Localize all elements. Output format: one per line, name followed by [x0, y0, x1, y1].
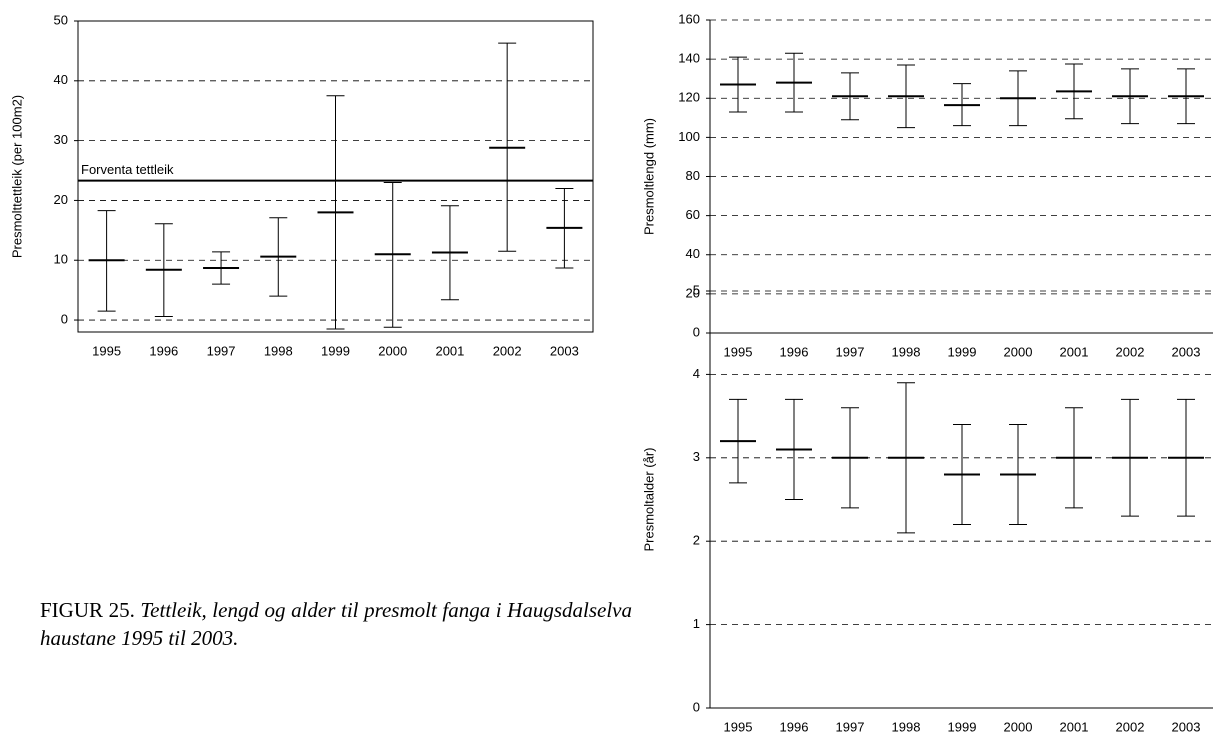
- y-axis-title: Presmoltalder (år): [641, 447, 656, 551]
- x-tick-label: 2003: [1172, 719, 1201, 733]
- y-axis-title: Presmolttettleik (per 100m2): [9, 95, 24, 258]
- x-tick-label: 2002: [1116, 719, 1145, 733]
- y-tick-label: 4: [693, 366, 700, 381]
- x-tick-label: 1997: [207, 343, 236, 358]
- y-tick-label: 20: [686, 285, 700, 300]
- x-tick-label: 1998: [892, 719, 921, 733]
- caption: FIGUR 25. Tettleik, lengd og alder til p…: [40, 596, 632, 652]
- y-tick-label: 0: [61, 311, 68, 326]
- x-tick-label: 1997: [836, 344, 865, 359]
- x-tick-label: 1999: [948, 719, 977, 733]
- x-tick-label: 2000: [1004, 719, 1033, 733]
- y-tick-label: 40: [54, 72, 68, 87]
- y-axis-title: Presmoltlengd (mm): [641, 118, 656, 235]
- y-tick-label: 160: [678, 11, 700, 26]
- caption-label: FIGUR 25.: [40, 598, 135, 622]
- y-tick-label: 0: [693, 324, 700, 339]
- y-tick-label: 40: [686, 246, 700, 261]
- y-tick-label: 1: [693, 616, 700, 631]
- plot-border: [77, 20, 594, 333]
- x-tick-label: 1997: [836, 719, 865, 733]
- x-tick-label: 1999: [948, 344, 977, 359]
- y-tick-label: 50: [54, 12, 68, 27]
- x-tick-label: 2002: [493, 343, 522, 358]
- reference-label: Forventa tettleik: [81, 162, 174, 177]
- y-tick-label: 3: [693, 449, 700, 464]
- y-tick-label: 30: [54, 132, 68, 147]
- x-tick-label: 1998: [264, 343, 293, 358]
- x-tick-label: 1995: [724, 344, 753, 359]
- y-tick-label: 140: [678, 51, 700, 66]
- y-tick-label: 60: [686, 207, 700, 222]
- x-tick-label: 2001: [1060, 719, 1089, 733]
- y-tick-label: 5: [693, 282, 700, 297]
- y-tick-label: 100: [678, 129, 700, 144]
- x-tick-label: 1996: [149, 343, 178, 358]
- caption-text: Tettleik, lengd og alder til presmolt fa…: [40, 598, 633, 650]
- y-tick-label: 2: [693, 533, 700, 548]
- x-tick-label: 1995: [92, 343, 121, 358]
- x-tick-label: 2003: [1172, 344, 1201, 359]
- y-tick-label: 80: [686, 168, 700, 183]
- x-tick-label: 2002: [1116, 344, 1145, 359]
- y-tick-label: 10: [54, 252, 68, 267]
- x-tick-label: 1999: [321, 343, 350, 358]
- y-tick-label: 0: [693, 699, 700, 714]
- y-tick-label: 20: [54, 192, 68, 207]
- x-tick-label: 2001: [1060, 344, 1089, 359]
- x-tick-label: 2000: [378, 343, 407, 358]
- x-tick-label: 1996: [780, 719, 809, 733]
- x-tick-label: 1998: [892, 344, 921, 359]
- x-tick-label: 2000: [1004, 344, 1033, 359]
- x-tick-label: 2001: [435, 343, 464, 358]
- x-tick-label: 2003: [550, 343, 579, 358]
- x-tick-label: 1995: [724, 719, 753, 733]
- y-tick-label: 120: [678, 90, 700, 105]
- x-tick-label: 1996: [780, 344, 809, 359]
